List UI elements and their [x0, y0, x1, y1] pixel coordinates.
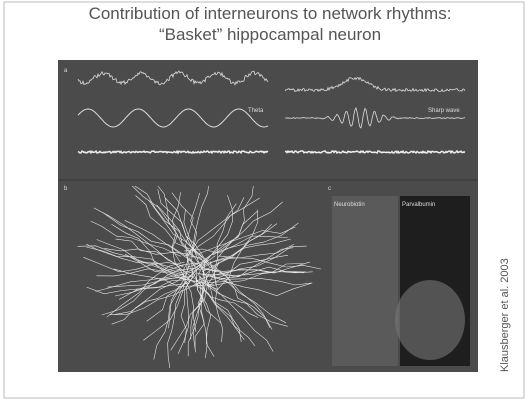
stain-glow	[395, 280, 465, 360]
citation: Klausberger et al. 2003	[499, 258, 511, 372]
stain-label: Neurobiotin	[334, 202, 365, 208]
slide: Contribution of interneurons to network …	[0, 0, 528, 400]
neurobiotin-image	[332, 196, 398, 366]
trace-label: Theta	[248, 108, 264, 114]
trace-label: Sharp wave	[428, 108, 460, 114]
title-line: Contribution of interneurons to network …	[89, 4, 452, 23]
title-line: “Basket” hippocampal neuron	[159, 25, 381, 44]
stain-label: Parvalbumin	[402, 202, 435, 208]
panel-label: c	[328, 186, 331, 192]
